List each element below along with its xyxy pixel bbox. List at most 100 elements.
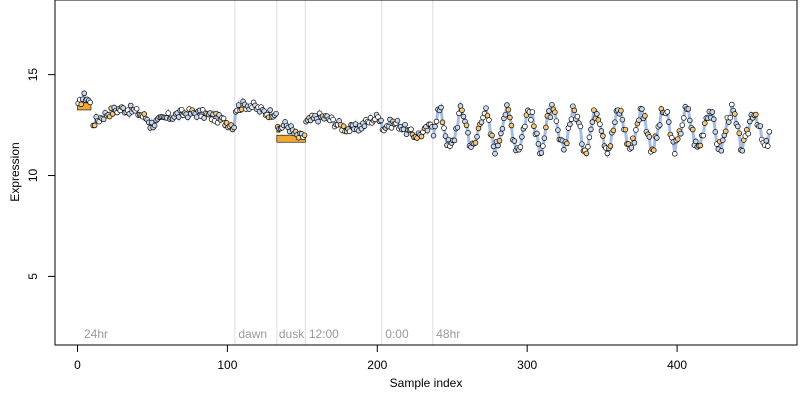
data-point (184, 114, 191, 121)
data-point (622, 126, 629, 133)
data-point (120, 105, 126, 111)
data-point (586, 134, 593, 141)
data-point (564, 140, 570, 147)
data-point (340, 123, 347, 129)
data-point (394, 117, 401, 124)
data-point (702, 120, 708, 126)
data-point (547, 114, 554, 121)
data-point (612, 119, 618, 125)
data-point (522, 123, 528, 130)
data-point (231, 124, 237, 131)
data-point (700, 132, 707, 139)
data-point (267, 107, 273, 113)
data-point (486, 117, 492, 123)
data-point (346, 128, 353, 134)
data-point (597, 121, 603, 127)
data-point (753, 111, 759, 118)
data-point (729, 101, 735, 108)
data-point (507, 114, 513, 121)
data-point (639, 106, 645, 112)
data-point (553, 118, 560, 124)
data-point (519, 134, 525, 140)
data-point (687, 117, 693, 124)
data-point (690, 126, 696, 133)
data-point (201, 115, 207, 121)
data-point (711, 116, 717, 123)
data-point (100, 116, 107, 123)
data-point (484, 112, 491, 119)
data-point (697, 142, 704, 149)
data-point (672, 151, 678, 157)
data-point (495, 142, 501, 149)
data-point (588, 126, 594, 133)
data-point (664, 109, 671, 115)
y-axis-title: Expression (8, 142, 22, 201)
data-point (127, 102, 134, 109)
y-tick-label: 10 (26, 169, 40, 183)
segment-label: 24hr (84, 327, 108, 341)
data-point (199, 107, 206, 113)
data-point (598, 128, 605, 134)
data-point (408, 126, 414, 133)
data-point-layer (75, 90, 773, 157)
data-point (666, 119, 672, 125)
segment-label-layer: 24hr dawn dusk 12:00 0:00 48hr (84, 327, 460, 341)
data-point (568, 116, 575, 122)
data-point (535, 141, 542, 147)
x-tick-label: 100 (217, 358, 237, 372)
bar (77, 102, 92, 111)
x-axis: 0 100 200 300 400 (74, 344, 687, 372)
data-point (561, 147, 567, 153)
data-point (765, 143, 771, 149)
data-point (478, 119, 485, 125)
data-point (763, 138, 770, 144)
data-point (618, 107, 624, 114)
data-point (534, 130, 540, 137)
data-point (178, 106, 185, 113)
segment-label: dawn (238, 327, 267, 341)
data-point (552, 109, 558, 115)
y-tick-label: 15 (26, 68, 40, 82)
data-point (498, 130, 504, 137)
data-point (685, 106, 692, 112)
data-point (315, 118, 321, 125)
data-point (165, 110, 171, 116)
data-point (567, 121, 573, 128)
data-point (463, 122, 470, 129)
data-point (220, 115, 227, 122)
data-point (141, 111, 147, 117)
data-point (531, 123, 537, 129)
data-point (474, 134, 480, 140)
data-point (504, 102, 510, 108)
data-point (400, 126, 407, 133)
data-point (720, 137, 726, 143)
data-point (460, 113, 467, 120)
x-tick-label: 0 (74, 358, 81, 372)
data-point (430, 132, 437, 139)
data-point (633, 127, 639, 133)
data-point (432, 123, 438, 130)
data-point (499, 126, 506, 132)
data-point (654, 135, 660, 141)
y-axis: 5 10 15 (26, 68, 56, 280)
data-point (133, 105, 140, 112)
data-point (433, 118, 440, 125)
data-point (91, 122, 98, 129)
data-point (642, 113, 648, 119)
data-point (594, 111, 600, 117)
data-point (739, 148, 746, 154)
data-point (757, 123, 764, 129)
data-point (709, 109, 716, 115)
data-point (361, 123, 368, 129)
data-point (465, 129, 471, 136)
data-point (489, 132, 495, 139)
data-point (591, 107, 597, 113)
data-point (352, 121, 359, 127)
data-point (529, 109, 536, 115)
data-point (604, 150, 611, 157)
data-point (727, 114, 734, 121)
data-point (555, 127, 561, 133)
data-point (273, 110, 279, 117)
